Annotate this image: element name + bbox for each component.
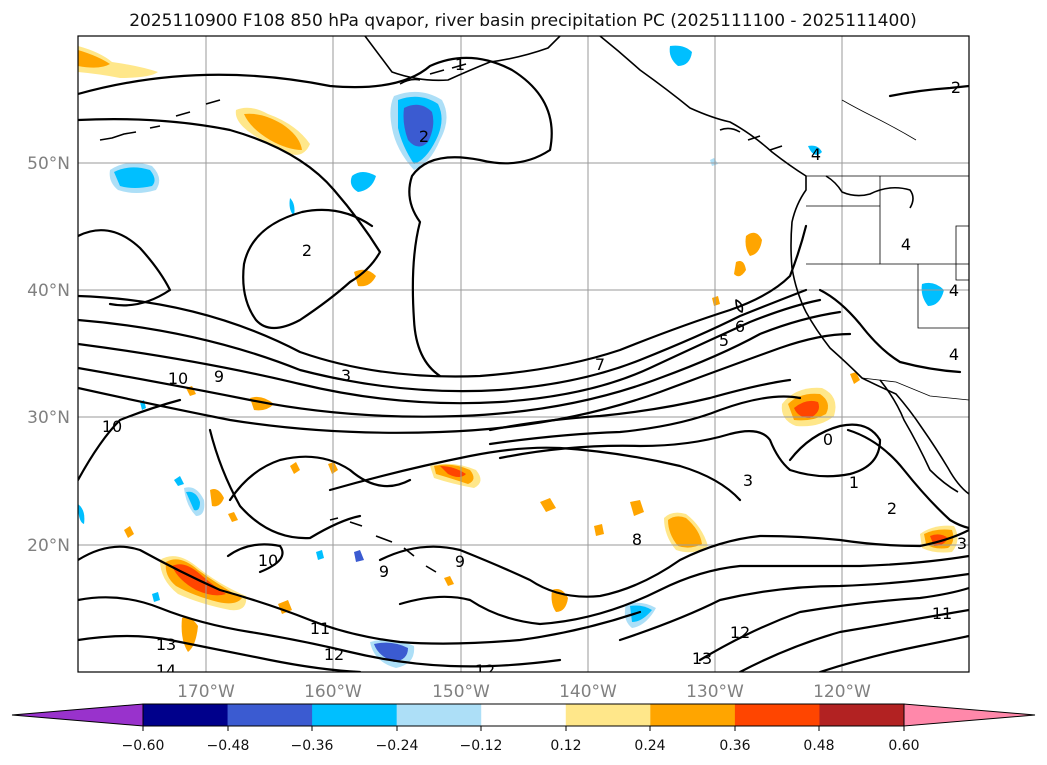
contour-label: 3 [341, 366, 351, 385]
colorbar-label: 0.48 [803, 738, 834, 754]
political-borders [806, 99, 969, 401]
contour-label: 9 [455, 552, 465, 571]
contour-label: 12 [730, 623, 750, 642]
contour-label: 10 [102, 417, 122, 436]
lon-label: 120°W [813, 682, 871, 702]
colorbar-segment [312, 704, 398, 726]
contour-label: 4 [901, 235, 911, 254]
lon-label: 160°W [304, 682, 362, 702]
colorbar-labels: −0.60 −0.48 −0.36 −0.24 −0.12 0.12 0.24 … [122, 738, 920, 754]
lon-label: 130°W [686, 682, 744, 702]
lon-label: 150°W [432, 682, 490, 702]
colorbar-label: 0.60 [888, 738, 919, 754]
contour-label: 2 [951, 78, 961, 97]
longitude-labels: 170°W 160°W 150°W 140°W 130°W 120°W [177, 682, 871, 702]
contour-label: 1 [849, 473, 859, 492]
colorbar-segment [143, 704, 229, 726]
lat-label: 40°N [27, 281, 70, 301]
lat-label: 30°N [27, 408, 70, 428]
contour-label: 7 [595, 355, 605, 374]
contour-label: 11 [932, 604, 952, 623]
colorbar-segment [227, 704, 313, 726]
colorbar-extend-high [904, 704, 1035, 726]
figure-title: 2025110900 F108 850 hPa qvapor, river ba… [129, 11, 917, 31]
contour-label: 4 [811, 145, 821, 164]
contour-label: 2 [887, 499, 897, 518]
colorbar-segment [734, 704, 820, 726]
map-panel: 1 2 2 2 4 4 4 3 9 10 10 7 6 5 0 1 2 3 8 … [77, 35, 970, 680]
contour-label: 5 [719, 331, 729, 350]
contour-label: 1 [455, 55, 465, 74]
contour-label: 9 [214, 367, 224, 386]
lat-label: 50°N [27, 154, 70, 174]
contour-label: 2 [302, 241, 312, 260]
colorbar-segment [819, 704, 905, 726]
contour-label: 12 [475, 661, 495, 680]
colorbar-extend-low [12, 704, 143, 726]
isolines [78, 56, 969, 672]
lon-label: 140°W [559, 682, 617, 702]
contour-label: 8 [632, 530, 642, 549]
colorbar-label: 0.24 [634, 738, 665, 754]
contour-label: 3 [743, 471, 753, 490]
colorbar-segment [481, 704, 567, 726]
contour-label: 13 [156, 635, 176, 654]
colorbar-label: 0.12 [550, 738, 581, 754]
map-frame [77, 35, 970, 673]
contour-label: 13 [692, 649, 712, 668]
lon-label: 170°W [177, 682, 235, 702]
contour-label: 4 [949, 281, 959, 300]
contour-label: 9 [379, 562, 389, 581]
contour-label: 6 [735, 317, 745, 336]
contour-label: 11 [310, 619, 330, 638]
colorbar-label: −0.60 [122, 738, 165, 754]
colorbar-label: −0.36 [291, 738, 334, 754]
contour-label: 0 [823, 430, 833, 449]
contour-label: 3 [957, 534, 967, 553]
contour-label: 10 [168, 369, 188, 388]
contour-labels: 1 2 2 2 4 4 4 3 9 10 10 7 6 5 0 1 2 3 8 … [102, 55, 967, 680]
colorbar-segment [650, 704, 736, 726]
contour-label: 2 [419, 127, 429, 146]
colorbar: −0.60 −0.48 −0.36 −0.24 −0.12 0.12 0.24 … [11, 703, 1036, 754]
colorbar-label: −0.48 [207, 738, 250, 754]
colorbar-label: −0.24 [376, 738, 419, 754]
colorbar-segment [396, 704, 482, 726]
colorbar-segment [565, 704, 651, 726]
colorbar-segments [12, 704, 1035, 726]
contour-label: 14 [156, 661, 176, 680]
lat-label: 20°N [27, 536, 70, 556]
contour-label: 10 [258, 551, 278, 570]
colorbar-label: 0.36 [719, 738, 750, 754]
contour-label: 12 [324, 645, 344, 664]
colorbar-ticks [142, 726, 905, 731]
contour-label: 4 [949, 345, 959, 364]
colorbar-label: −0.12 [460, 738, 503, 754]
latitude-labels: 50°N 40°N 30°N 20°N [27, 154, 70, 556]
